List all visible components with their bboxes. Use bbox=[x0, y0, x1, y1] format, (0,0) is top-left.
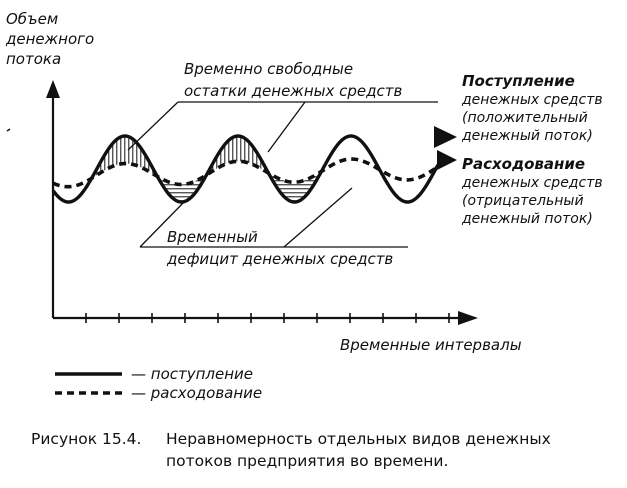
inflow-description-line-3: денежный поток) bbox=[461, 128, 593, 144]
x-axis-arrow bbox=[458, 311, 478, 325]
y-axis-label: Объем денежного потока bbox=[5, 10, 99, 68]
surplus-annotation: Временно свободные остатки денежных сред… bbox=[184, 60, 402, 100]
deficit-region-1 bbox=[157, 174, 207, 202]
stray-mark bbox=[6, 128, 11, 132]
deficit-regions bbox=[157, 171, 322, 202]
deficit-leader-2 bbox=[283, 187, 353, 248]
deficit-leader-1 bbox=[139, 199, 187, 248]
y-axis-arrow bbox=[46, 80, 60, 98]
x-axis-label: Временные интервалы bbox=[340, 336, 522, 354]
outflow-description: денежных средств (отрицательный денежный… bbox=[461, 175, 607, 227]
inflow-description-line-1: денежных средств bbox=[461, 92, 603, 108]
outflow-title: Расходование bbox=[462, 155, 585, 173]
y-axis-label-line-2: денежного bbox=[5, 30, 94, 48]
outflow-curve-arrow bbox=[437, 150, 457, 170]
deficit-annotation: Временный дефицит денежных средств bbox=[166, 228, 393, 268]
outflow-curve bbox=[52, 157, 441, 189]
legend: — поступление — расходование bbox=[55, 365, 262, 402]
caption-line-2: потоков предприятия во времени. bbox=[166, 452, 448, 470]
surplus-regions bbox=[91, 136, 269, 179]
inflow-title: Поступление bbox=[462, 72, 575, 90]
y-axis-label-line-3: потока bbox=[6, 50, 61, 68]
legend-inflow-label: — поступление bbox=[131, 365, 253, 383]
outflow-description-line-3: денежный поток) bbox=[461, 211, 593, 227]
inflow-series-label: Поступление денежных средств (положитель… bbox=[461, 72, 607, 144]
outflow-description-line-2: (отрицательный bbox=[462, 193, 584, 209]
inflow-description: денежных средств (положительный денежный… bbox=[461, 92, 607, 144]
legend-outflow-label: — расходование bbox=[131, 384, 262, 402]
caption-number: Рисунок 15.4. bbox=[31, 430, 141, 448]
x-axis-ticks bbox=[85, 313, 450, 323]
deficit-region-2 bbox=[268, 171, 322, 202]
outflow-series-label: Расходование денежных средств (отрицател… bbox=[461, 155, 607, 227]
deficit-callout bbox=[139, 187, 408, 248]
outflow-description-line-1: денежных средств bbox=[461, 175, 603, 191]
surplus-annotation-line-1: Временно свободные bbox=[184, 60, 353, 78]
surplus-leader-1 bbox=[127, 101, 179, 151]
inflow-curve-arrow bbox=[434, 126, 457, 148]
deficit-annotation-line-2: дефицит денежных средств bbox=[166, 250, 393, 268]
caption-line-1: Неравномерность отдельных видов денежных bbox=[166, 430, 551, 448]
inflow-curve bbox=[51, 134, 440, 204]
deficit-annotation-line-1: Временный bbox=[167, 228, 258, 246]
y-axis-label-line-1: Объем bbox=[6, 10, 58, 28]
surplus-leader-2 bbox=[267, 101, 306, 153]
figure-caption: Рисунок 15.4. Неравномерность отдельных … bbox=[31, 430, 551, 470]
surplus-callout bbox=[127, 101, 438, 153]
surplus-annotation-line-2: остатки денежных средств bbox=[184, 82, 402, 100]
inflow-description-line-2: (положительный bbox=[462, 110, 588, 126]
